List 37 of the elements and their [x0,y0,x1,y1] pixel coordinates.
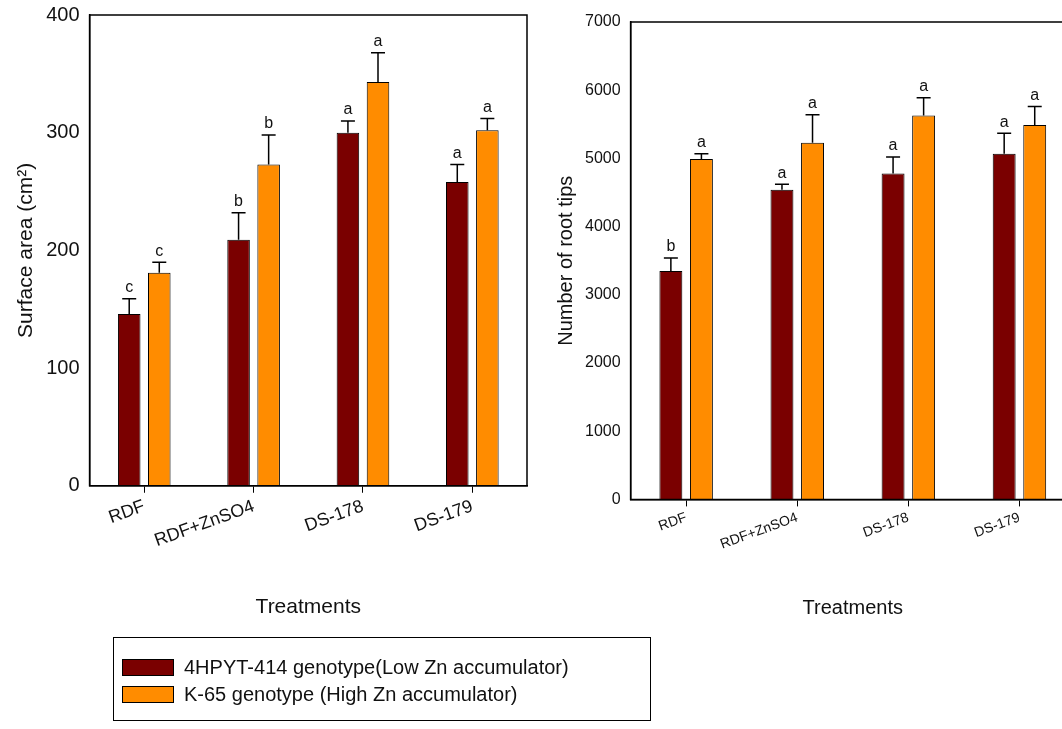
y-tick-label: 1000 [585,421,621,439]
y-tick-label: 5000 [585,148,621,166]
data-label: a [999,112,1009,130]
data-label: a [696,133,706,151]
y-axis-title: Surface area (cm²) [13,162,37,338]
legend-label: 4HPYT-414 genotype(Low Zn accumulator) [184,656,569,679]
data-label: a [482,97,492,115]
y-tick-label: 3000 [585,285,621,303]
data-label: a [888,136,898,154]
data-label: a [452,143,462,161]
data-label: c [125,278,134,296]
y-tick-label: 0 [611,489,621,507]
legend-label: K-65 genotype (High Zn accumulator) [184,683,518,706]
y-tick-label: 4000 [585,217,621,235]
data-label: a [808,94,818,112]
data-label: a [919,77,929,95]
data-label: a [373,32,383,50]
data-label: a [777,163,787,181]
y-tick-label: 100 [46,355,80,378]
data-label: c [155,241,164,259]
y-tick-label: 400 [46,2,80,25]
y-tick-label: 200 [46,237,80,260]
data-label: b [666,237,676,255]
data-label: a [1030,85,1040,103]
data-label: b [234,192,244,210]
x-tick-label: RDF [655,508,689,534]
x-axis-title: Treatments [802,595,903,618]
y-tick-label: 7000 [585,12,621,30]
x-axis-title: Treatments [255,594,361,618]
y-axis-title: Number of root tips [553,175,576,346]
y-tick-label: 2000 [585,353,621,371]
data-label: b [264,114,274,132]
data-label: a [343,100,353,118]
x-tick-label: RDF [105,495,148,527]
y-tick-label: 6000 [585,80,621,98]
y-tick-label: 0 [68,473,80,496]
y-tick-label: 300 [46,120,80,143]
